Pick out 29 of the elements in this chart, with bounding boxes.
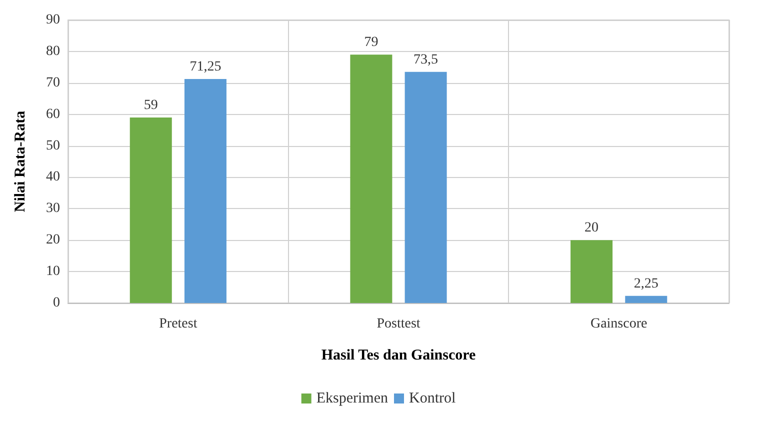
bar xyxy=(184,78,226,303)
y-tick-label: 30 xyxy=(46,201,60,216)
y-tick-label: 90 xyxy=(46,12,60,28)
data-label: 73,5 xyxy=(414,52,438,68)
y-tick-label: 50 xyxy=(46,138,60,154)
bar xyxy=(625,296,668,303)
legend-label: Kontrol xyxy=(408,390,456,406)
y-tick-label: 60 xyxy=(46,106,60,122)
y-tick-label: 70 xyxy=(46,75,60,90)
y-tick-label: 80 xyxy=(46,44,60,59)
y-tick-label: 10 xyxy=(46,264,60,280)
data-label: 20 xyxy=(584,220,599,236)
x-tick-label: Pretest xyxy=(159,316,198,332)
data-label: 79 xyxy=(364,35,378,50)
bar xyxy=(130,117,172,303)
x-tick-label: Posttest xyxy=(376,316,420,332)
x-tick-label: Gainscore xyxy=(590,316,648,332)
y-axis-title: Nilai Rata-Rata xyxy=(12,110,28,212)
bar xyxy=(404,72,447,303)
bar xyxy=(570,240,613,303)
legend-label: Eksperimen xyxy=(316,390,388,406)
y-tick-label: 0 xyxy=(53,296,60,310)
x-axis-title: Hasil Tes dan Gainscore xyxy=(321,348,476,364)
y-tick-label: 20 xyxy=(46,232,60,248)
y-tick-label: 40 xyxy=(46,170,60,185)
data-label: 2,25 xyxy=(634,276,658,292)
data-label: 59 xyxy=(144,98,158,113)
bar xyxy=(350,54,392,303)
data-label: 71,25 xyxy=(190,59,222,74)
